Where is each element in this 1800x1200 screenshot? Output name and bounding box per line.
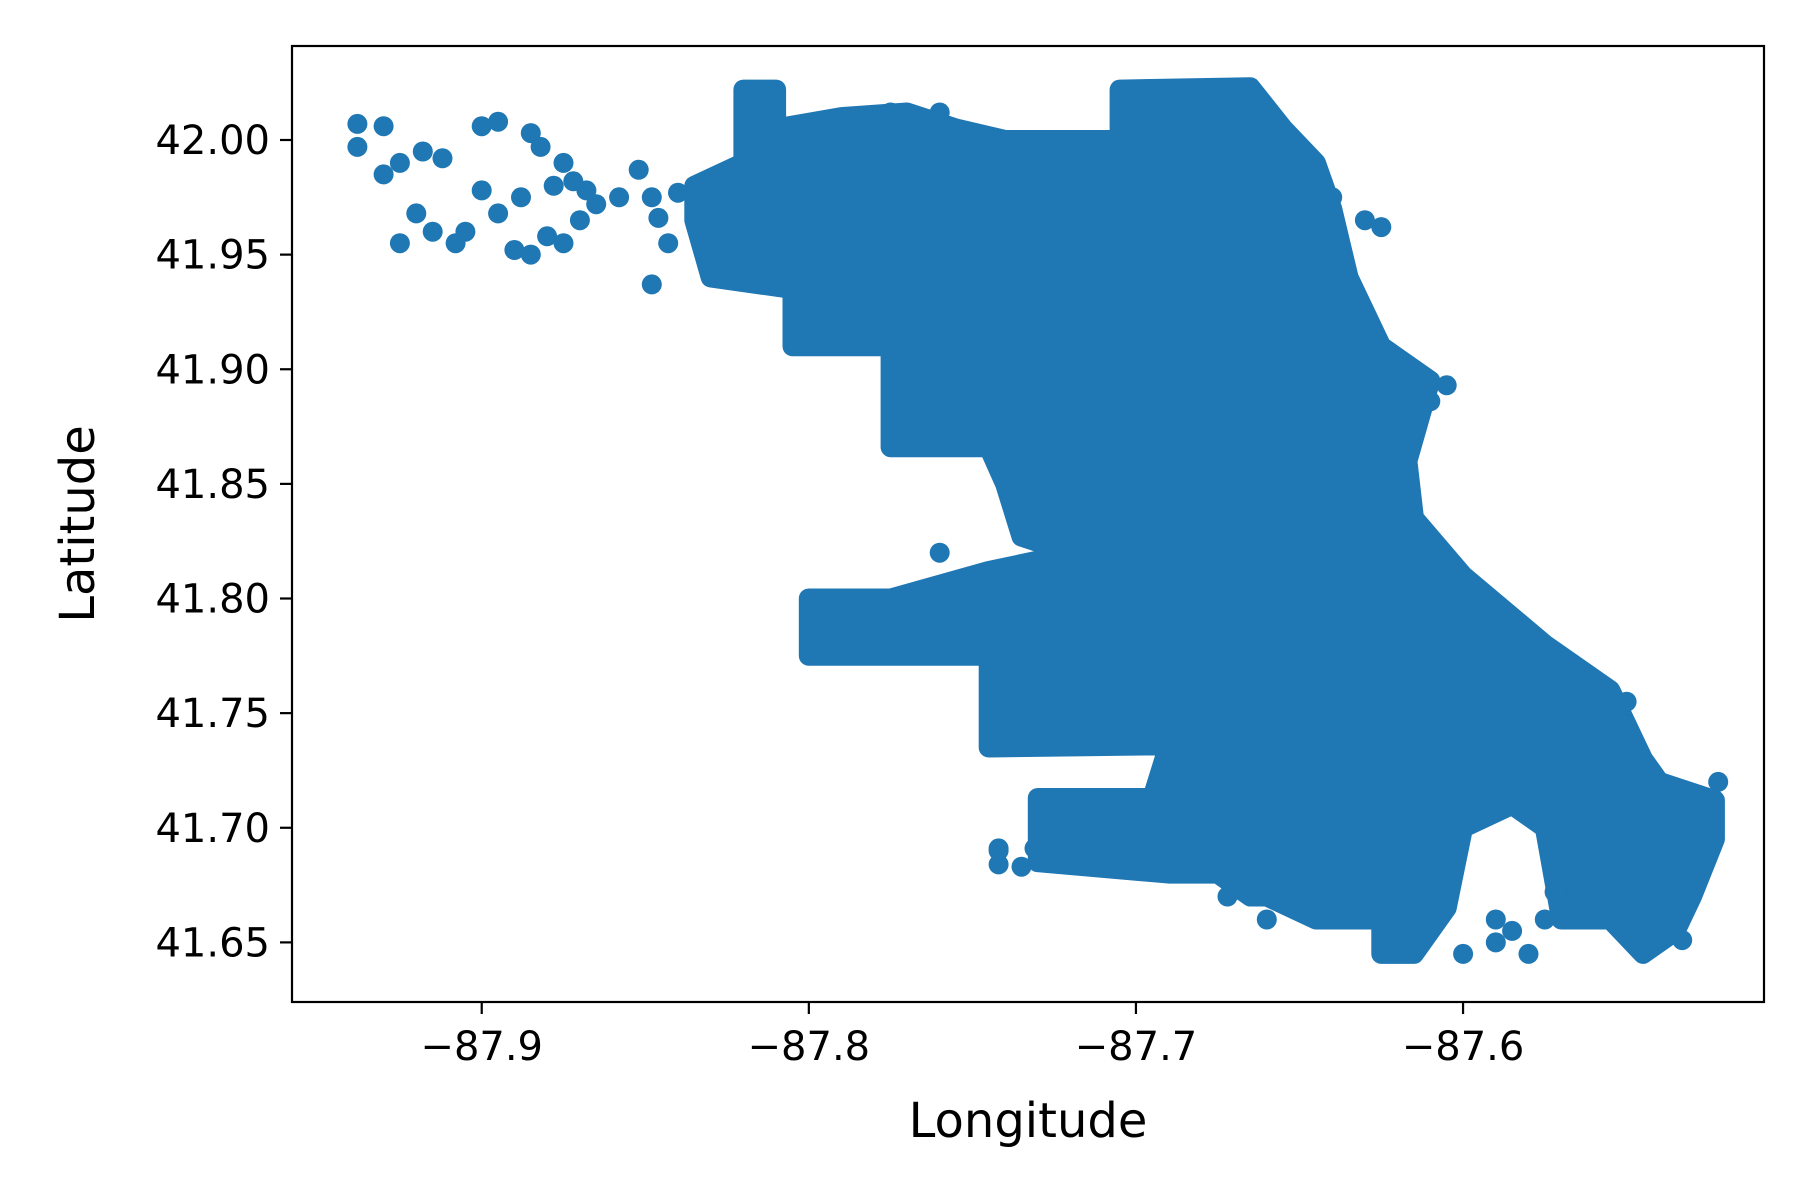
- y-tick-label: 41.95: [155, 233, 270, 279]
- scatter-point: [373, 116, 394, 137]
- scatter-point: [1024, 838, 1045, 859]
- plot-frame: [290, 44, 1766, 1004]
- y-tick-label: 41.75: [155, 691, 270, 737]
- scatter-point: [576, 180, 597, 201]
- scatter-point: [880, 102, 901, 123]
- scatter-point: [1453, 943, 1474, 964]
- scatter-point: [1158, 852, 1179, 873]
- scatter-point: [1649, 927, 1670, 948]
- scatter-point: [1371, 428, 1392, 448]
- scatter-point: [511, 187, 531, 208]
- scatter-point: [1436, 375, 1457, 396]
- scatter-point: [1616, 714, 1637, 735]
- scatter-point: [432, 148, 453, 169]
- scatter-point: [1322, 898, 1343, 918]
- x-tick-label: −87.7: [1075, 1024, 1198, 1070]
- dense-point-cloud: [684, 77, 1725, 964]
- scatter-point: [422, 221, 443, 242]
- scatter-point: [1600, 749, 1621, 769]
- scatter-point: [1256, 909, 1277, 930]
- scatter-point: [1217, 886, 1238, 907]
- scatter-point: [537, 226, 558, 247]
- scatter-point: [347, 136, 368, 157]
- scatter-point: [1518, 943, 1539, 964]
- scatter-point: [628, 159, 649, 180]
- scatter-point: [1672, 930, 1693, 951]
- scatter-point: [1616, 691, 1637, 712]
- scatter-point: [412, 141, 433, 162]
- scatter-point: [1567, 882, 1588, 902]
- y-tick-label: 42.00: [155, 118, 270, 164]
- scatter-point: [1583, 852, 1604, 873]
- scatter-point: [1011, 856, 1032, 877]
- scatter-point: [553, 152, 574, 173]
- scatter-point: [929, 102, 950, 123]
- scatter-point: [488, 111, 509, 132]
- y-tick-label: 41.90: [155, 347, 270, 393]
- scatter-point: [586, 194, 607, 215]
- scatter-point: [1420, 882, 1441, 902]
- scatter-point: [389, 152, 410, 173]
- scatter-point: [658, 233, 679, 254]
- x-axis: −87.9 −87.8 −87.7 −87.6: [420, 1002, 1524, 1070]
- scatter-point: [347, 113, 368, 134]
- scatter-point: [1485, 909, 1506, 930]
- scatter-point: [1060, 847, 1081, 868]
- scatter-point: [553, 233, 574, 254]
- scatter-point: [988, 854, 1009, 875]
- scatter-point: [520, 244, 541, 265]
- y-tick-label: 41.65: [155, 920, 270, 966]
- scatter-point: [1354, 210, 1375, 231]
- scatter-point: [648, 207, 669, 228]
- scatter-point: [530, 136, 551, 157]
- scatter-point: [641, 274, 662, 295]
- y-tick-label: 41.70: [155, 806, 270, 852]
- scatter-point: [609, 187, 630, 208]
- y-axis-label: Latitude: [50, 425, 106, 623]
- scatter-point: [520, 123, 541, 144]
- scatter-point: [1387, 437, 1408, 458]
- data-marks: [347, 77, 1729, 964]
- scatter-point: [471, 116, 492, 137]
- scatter-point: [1708, 771, 1729, 792]
- y-tick-label: 41.85: [155, 462, 270, 508]
- y-axis: 41.65 41.70 41.75 41.80 41.85 41.90 41.95 42.00: [155, 118, 292, 966]
- x-tick-label: −87.8: [748, 1024, 871, 1070]
- scatter-point: [373, 164, 394, 185]
- scatter-point: [1322, 187, 1343, 208]
- scatter-point: [504, 240, 525, 260]
- scatter-point: [1371, 217, 1392, 238]
- scatter-point: [1076, 840, 1097, 861]
- scatter-point: [1633, 937, 1653, 957]
- scatter-point: [569, 210, 590, 231]
- scatter-point: [445, 233, 466, 254]
- x-axis-label: Longitude: [909, 1093, 1148, 1149]
- scatter-point: [543, 175, 564, 196]
- scatter-point: [1623, 854, 1644, 875]
- scatter-point: [1534, 909, 1555, 930]
- scatter-point: [1044, 852, 1065, 873]
- scatter-point: [1420, 391, 1441, 412]
- scatter-point: [471, 180, 492, 201]
- scatter-point: [1544, 882, 1565, 902]
- scatter-point: [668, 182, 688, 203]
- y-tick-label: 41.80: [155, 577, 270, 623]
- x-tick-label: −87.9: [420, 1024, 543, 1070]
- scatter-point: [1485, 932, 1506, 953]
- scatter-point: [488, 203, 509, 224]
- scatter-point: [988, 840, 1009, 861]
- scatter-point: [389, 233, 410, 254]
- scatter-point: [641, 187, 662, 208]
- scatter-point: [929, 542, 950, 563]
- x-tick-label: −87.6: [1402, 1024, 1525, 1070]
- scatter-point: [1502, 920, 1523, 941]
- scatter-point: [406, 203, 427, 224]
